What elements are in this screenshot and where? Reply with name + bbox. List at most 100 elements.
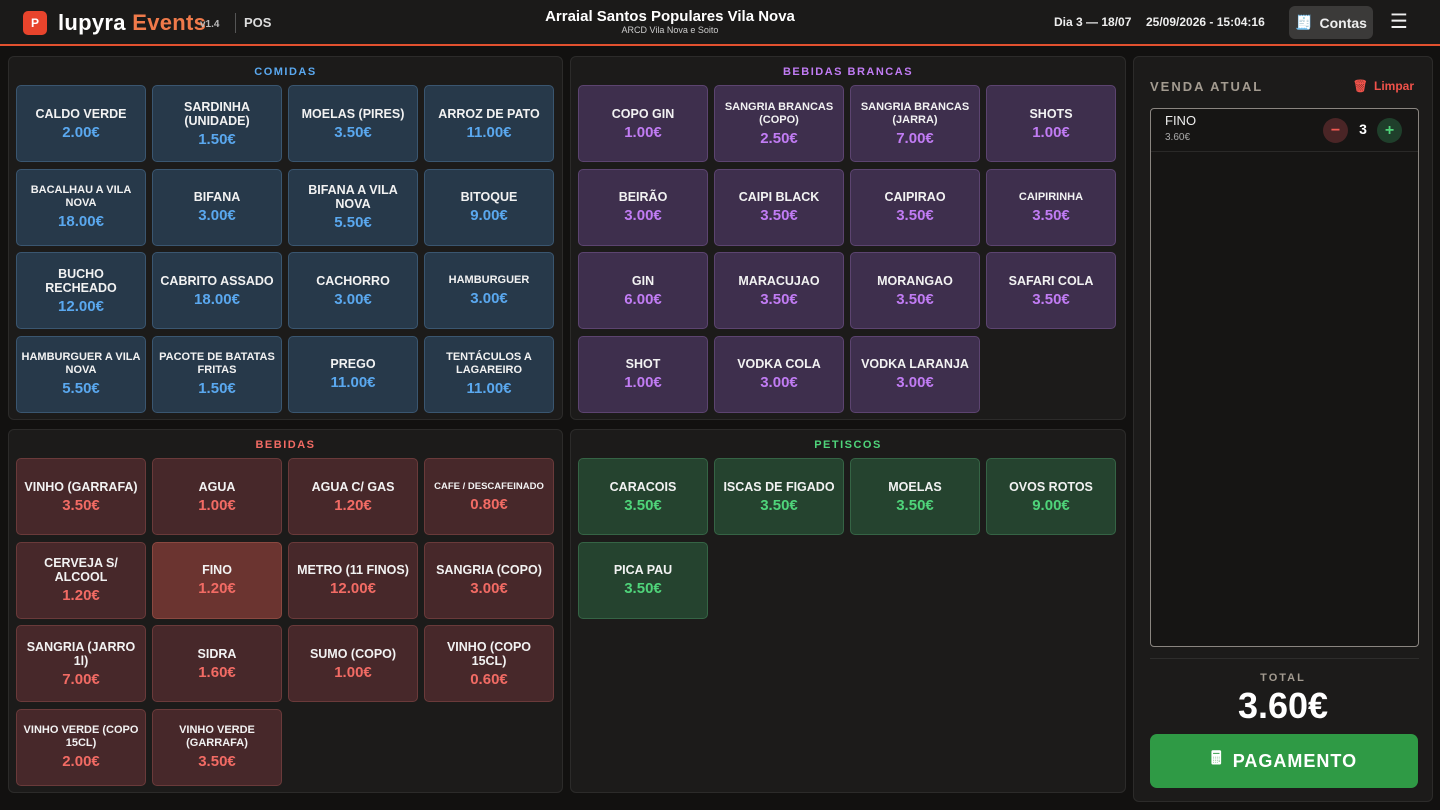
- product-price: 3.50€: [624, 496, 662, 514]
- product-price: 3.50€: [334, 123, 372, 141]
- product-name: CALDO VERDE: [35, 106, 127, 121]
- product-name: SANGRIA BRANCAS (COPO): [724, 100, 834, 126]
- product-name: CAFE / DESCAFEINADO: [434, 480, 544, 492]
- product-tile[interactable]: OVOS ROTOS 9.00€: [986, 458, 1116, 535]
- product-tile[interactable]: SANGRIA BRANCAS (JARRA) 7.00€: [850, 85, 980, 162]
- product-price: 1.60€: [198, 663, 236, 681]
- product-price: 6.00€: [624, 290, 662, 308]
- product-tile[interactable]: CAIPIRINHA 3.50€: [986, 168, 1116, 246]
- hamburger-menu-icon[interactable]: ☰: [1390, 11, 1408, 33]
- product-tile[interactable]: FINO 1.20€: [152, 541, 282, 619]
- product-tile[interactable]: BIFANA 3.00€: [152, 168, 282, 246]
- product-name: VINHO VERDE (COPO 15CL): [23, 724, 139, 749]
- product-tile[interactable]: VODKA COLA 3.00€: [714, 335, 844, 413]
- product-price: 3.00€: [760, 374, 798, 391]
- receipt-icon: 🧾: [1295, 14, 1313, 30]
- product-tile[interactable]: BIFANA A VILA NOVA 5.50€: [288, 168, 418, 246]
- accounts-button[interactable]: 🧾 Contas: [1289, 6, 1373, 39]
- product-tile[interactable]: PACOTE DE BATATAS FRITAS 1.50€: [152, 335, 282, 413]
- decrease-qty-button[interactable]: −: [1323, 118, 1348, 143]
- product-price: 1.00€: [198, 496, 236, 514]
- product-tile[interactable]: BEIRÃO 3.00€: [578, 168, 708, 246]
- product-tile[interactable]: SHOT 1.00€: [578, 335, 708, 413]
- product-tile[interactable]: CARACOIS 3.50€: [578, 458, 708, 535]
- product-grid-bebidas: VINHO (GARRAFA) 3.50€ AGUA 1.00€ AGUA C/ G…: [16, 458, 554, 786]
- product-tile[interactable]: SARDINHA (UNIDADE) 1.50€: [152, 85, 282, 162]
- product-tile[interactable]: METRO (11 FINOS) 12.00€: [288, 541, 418, 619]
- product-grid-comidas: CALDO VERDE 2.00€ SARDINHA (UNIDADE) 1.50€…: [16, 85, 554, 413]
- cart-list[interactable]: FINO 3.60€ − 3 +: [1150, 108, 1419, 647]
- product-tile[interactable]: AGUA C/ GAS 1.20€: [288, 458, 418, 535]
- product-tile[interactable]: SANGRIA BRANCAS (COPO) 2.50€: [714, 85, 844, 162]
- product-tile[interactable]: ISCAS DE FIGADO 3.50€: [714, 458, 844, 535]
- product-tile[interactable]: MARACUJAO 3.50€: [714, 252, 844, 329]
- product-tile[interactable]: CAIPIRAO 3.50€: [850, 168, 980, 246]
- product-tile[interactable]: CACHORRO 3.00€: [288, 252, 418, 329]
- product-name: MOELAS: [888, 479, 942, 494]
- product-name: CAIPI BLACK: [738, 190, 820, 204]
- product-tile[interactable]: PREGO 11.00€: [288, 335, 418, 413]
- section-title-bebidas: BEBIDAS: [255, 439, 316, 451]
- product-tile[interactable]: SIDRA 1.60€: [152, 625, 282, 702]
- product-price: 1.50€: [198, 130, 236, 148]
- payment-button[interactable]: 🖩 PAGAMENTO: [1150, 734, 1418, 788]
- product-name: SANGRIA (COPO): [436, 563, 542, 577]
- product-tile[interactable]: MOELAS (PIRES) 3.50€: [288, 85, 418, 162]
- product-price: 3.00€: [334, 290, 372, 308]
- product-tile[interactable]: VODKA LARANJA 3.00€: [850, 335, 980, 413]
- product-tile[interactable]: SANGRIA (JARRO 1l) 7.00€: [16, 625, 146, 702]
- product-price: 3.50€: [62, 496, 100, 514]
- product-tile[interactable]: SAFARI COLA 3.50€: [986, 252, 1116, 329]
- increase-qty-button[interactable]: +: [1377, 118, 1402, 143]
- product-price: 3.50€: [624, 580, 662, 597]
- product-tile[interactable]: CABRITO ASSADO 18.00€: [152, 252, 282, 329]
- header-divider: [235, 13, 236, 33]
- product-tile[interactable]: HAMBURGUER A VILA NOVA 5.50€: [16, 335, 146, 413]
- section-bebidas-brancas: BEBIDAS BRANCAS COPO GIN 1.00€ SANGRIA BR…: [570, 56, 1126, 420]
- product-tile[interactable]: VINHO (GARRAFA) 3.50€: [16, 458, 146, 535]
- product-tile[interactable]: SANGRIA (COPO) 3.00€: [424, 541, 554, 619]
- product-tile[interactable]: CAIPI BLACK 3.50€: [714, 168, 844, 246]
- product-tile[interactable]: VINHO (COPO 15CL) 0.60€: [424, 625, 554, 702]
- product-tile[interactable]: BITOQUE 9.00€: [424, 168, 554, 246]
- product-name: SAFARI COLA: [1008, 273, 1094, 288]
- product-tile[interactable]: MORANGAO 3.50€: [850, 252, 980, 329]
- product-tile[interactable]: GIN 6.00€: [578, 252, 708, 329]
- product-tile[interactable]: CAFE / DESCAFEINADO 0.80€: [424, 458, 554, 535]
- product-name: CAIPIRAO: [884, 190, 946, 204]
- product-tile[interactable]: ARROZ DE PATO 11.00€: [424, 85, 554, 162]
- product-name: HAMBURGUER A VILA NOVA: [21, 351, 141, 376]
- payment-label: PAGAMENTO: [1232, 750, 1358, 771]
- product-name: SANGRIA (JARRO 1l): [26, 639, 136, 668]
- cart-item[interactable]: FINO 3.60€ − 3 +: [1151, 109, 1418, 152]
- product-tile[interactable]: PICA PAU 3.50€: [578, 541, 708, 619]
- product-tile[interactable]: VINHO VERDE (GARRAFA) 3.50€: [152, 708, 282, 786]
- product-price: 12.00€: [58, 297, 104, 315]
- product-tile[interactable]: CALDO VERDE 2.00€: [16, 85, 146, 162]
- product-tile[interactable]: CERVEJA S/ ALCOOL 1.20€: [16, 541, 146, 619]
- product-tile[interactable]: HAMBURGUER 3.00€: [424, 252, 554, 329]
- product-price: 3.50€: [896, 496, 934, 514]
- product-name: OVOS ROTOS: [1009, 479, 1093, 494]
- brand-word-lupyra: lupyra: [58, 10, 126, 35]
- product-tile[interactable]: COPO GIN 1.00€: [578, 85, 708, 162]
- clear-sale-button[interactable]: 🗑 Limpar: [1353, 79, 1414, 93]
- product-price: 11.00€: [466, 123, 512, 141]
- product-name: GIN: [631, 273, 655, 288]
- product-tile[interactable]: SUMO (COPO) 1.00€: [288, 625, 418, 702]
- product-name: TENTÁCULOS A LAGAREIRO: [446, 351, 532, 376]
- product-tile[interactable]: BACALHAU A VILA NOVA 18.00€: [16, 168, 146, 246]
- product-price: 0.80€: [470, 495, 508, 513]
- product-name: BEIRÃO: [618, 190, 668, 204]
- product-tile[interactable]: BUCHO RECHEADO 12.00€: [16, 252, 146, 329]
- event-subtitle: ARCD Vila Nova e Soito: [621, 25, 719, 35]
- product-tile[interactable]: TENTÁCULOS A LAGAREIRO 11.00€: [424, 335, 554, 413]
- product-tile[interactable]: MOELAS 3.50€: [850, 458, 980, 535]
- brand-word-events: Events: [132, 10, 207, 35]
- product-tile[interactable]: VINHO VERDE (COPO 15CL) 2.00€: [16, 708, 146, 786]
- product-tile[interactable]: AGUA 1.00€: [152, 458, 282, 535]
- product-name: VINHO (GARRAFA): [24, 479, 138, 494]
- product-tile[interactable]: SHOTS 1.00€: [986, 85, 1116, 162]
- product-price: 5.50€: [62, 380, 100, 397]
- section-comidas: COMIDAS CALDO VERDE 2.00€ SARDINHA (UNIDA…: [8, 56, 563, 420]
